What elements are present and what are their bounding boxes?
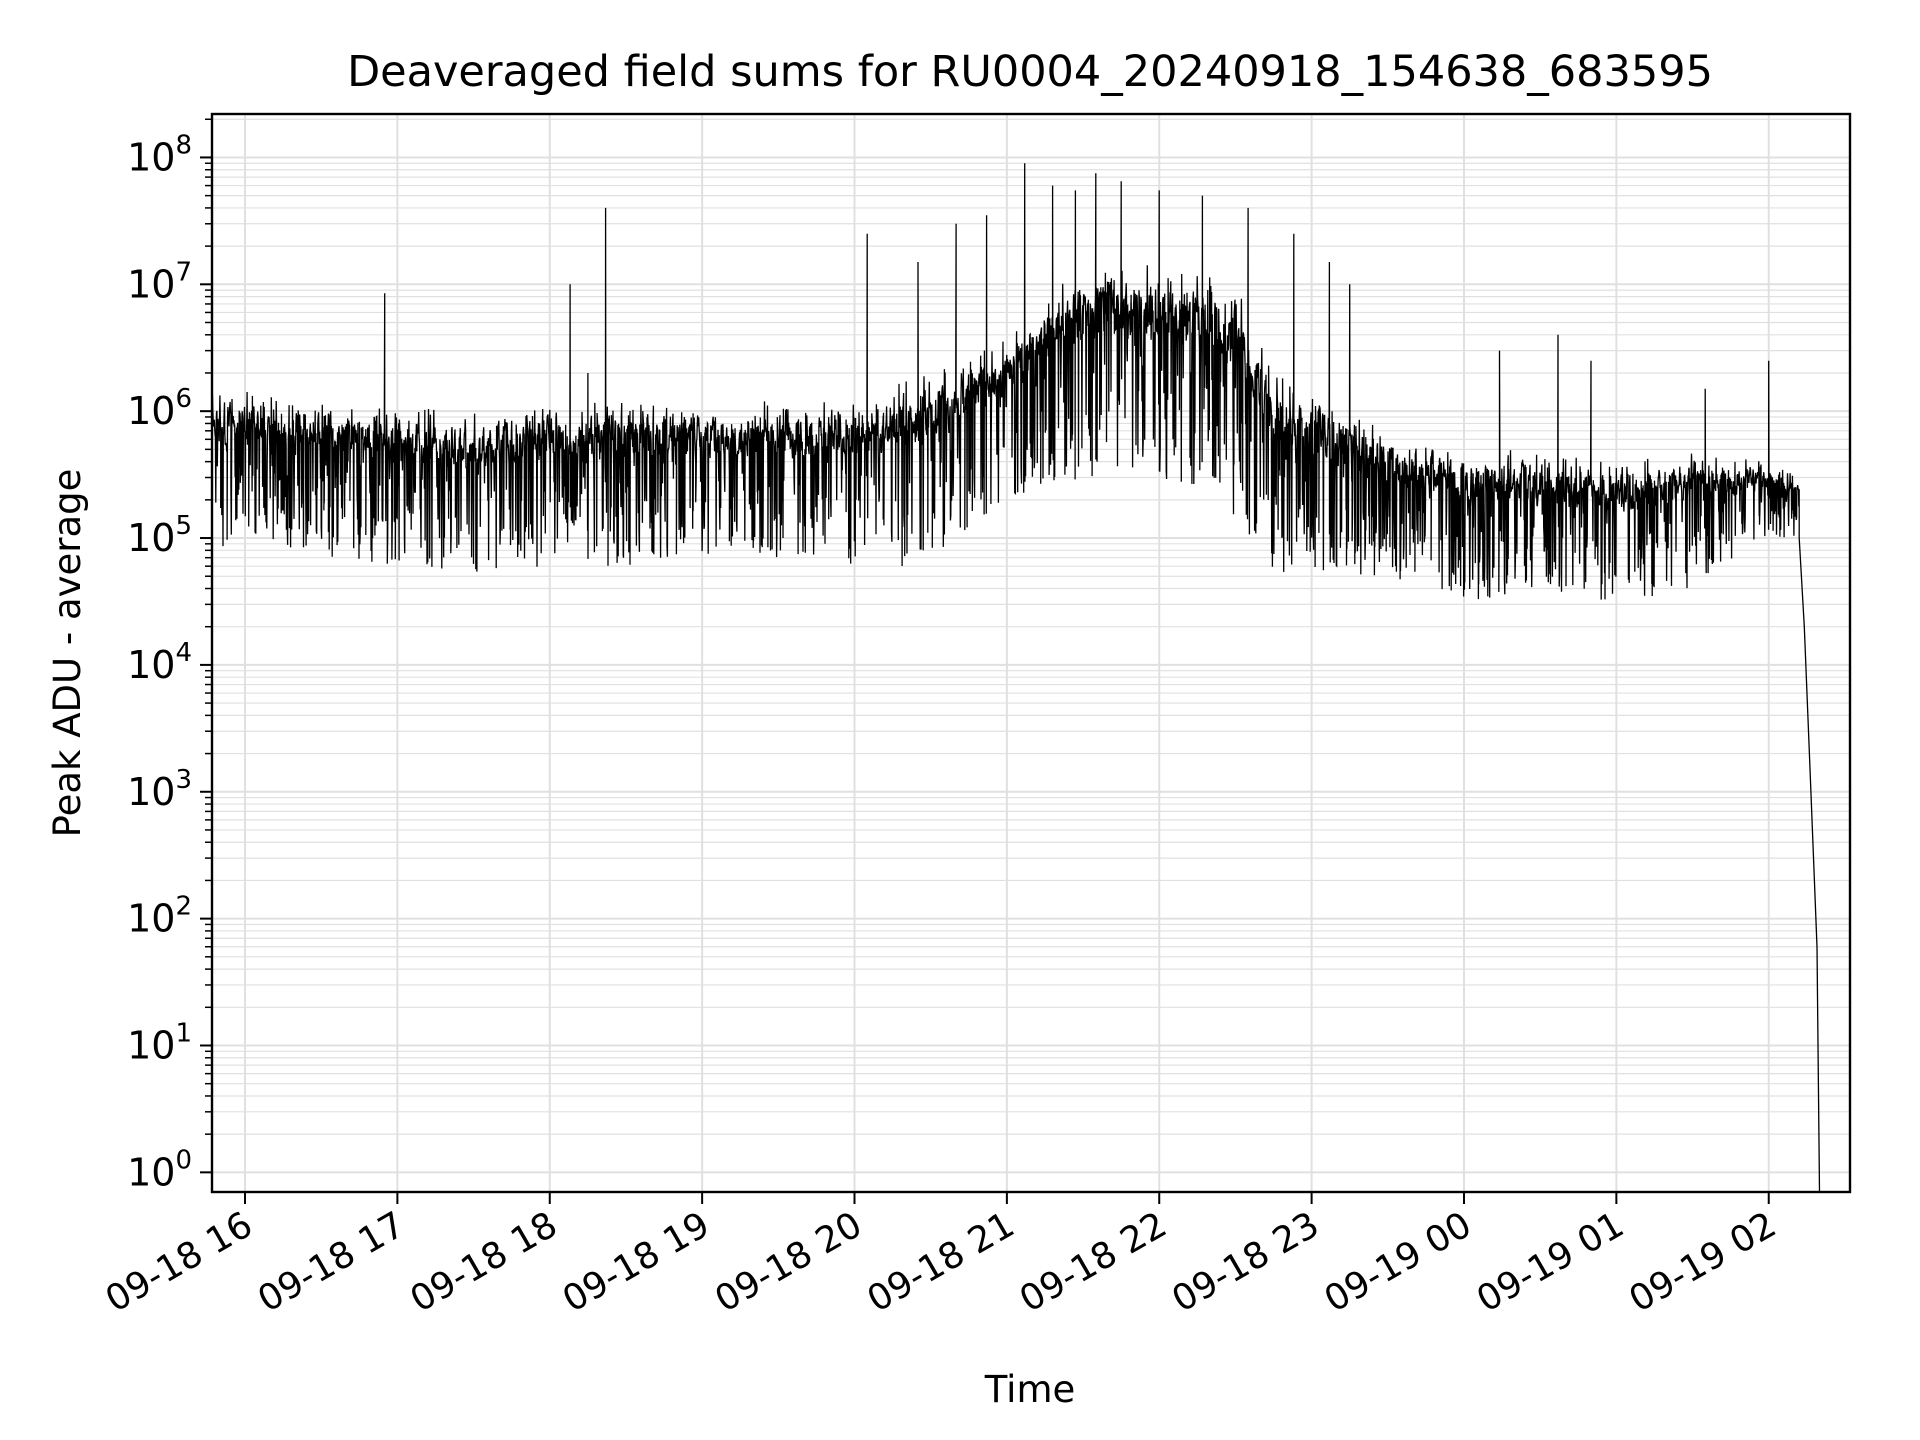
chart-title: Deaveraged field sums for RU0004_2024091… [347,47,1713,97]
y-tick-label: 101 [127,1018,192,1067]
y-tick-label: 100 [127,1145,192,1194]
y-tick-label: 104 [127,638,192,687]
y-tick-label: 102 [127,892,192,941]
x-tick-label: 09-18 17 [251,1204,412,1320]
x-tick-label: 09-19 01 [1470,1204,1631,1320]
x-tick-label: 09-18 22 [1013,1204,1174,1320]
grid-lines [212,114,1850,1192]
y-tick-label: 106 [127,384,192,433]
x-tick-label: 09-19 02 [1623,1204,1784,1320]
y-axis-label: Peak ADU - average [46,469,89,838]
data-series-line [212,163,1821,1192]
x-axis-label: Time [984,1368,1076,1411]
y-tick-label: 105 [127,511,192,560]
y-tick-label: 107 [127,257,192,306]
x-tick-label: 09-18 21 [861,1204,1022,1320]
x-tick-label: 09-18 20 [708,1204,869,1320]
x-tick-label: 09-18 16 [99,1204,260,1320]
y-axis-ticks: 100 101 102 103 104 105 106 107 108 [127,118,212,1194]
x-tick-label: 09-18 23 [1165,1204,1326,1320]
x-tick-label: 09-18 18 [404,1204,565,1320]
plot-frame [210,112,1852,1194]
x-tick-label: 09-18 19 [556,1204,717,1320]
y-tick-label: 103 [127,765,192,814]
y-tick-label: 108 [127,130,192,179]
plot-area [212,163,1821,1192]
x-tick-label: 09-19 00 [1318,1204,1479,1320]
